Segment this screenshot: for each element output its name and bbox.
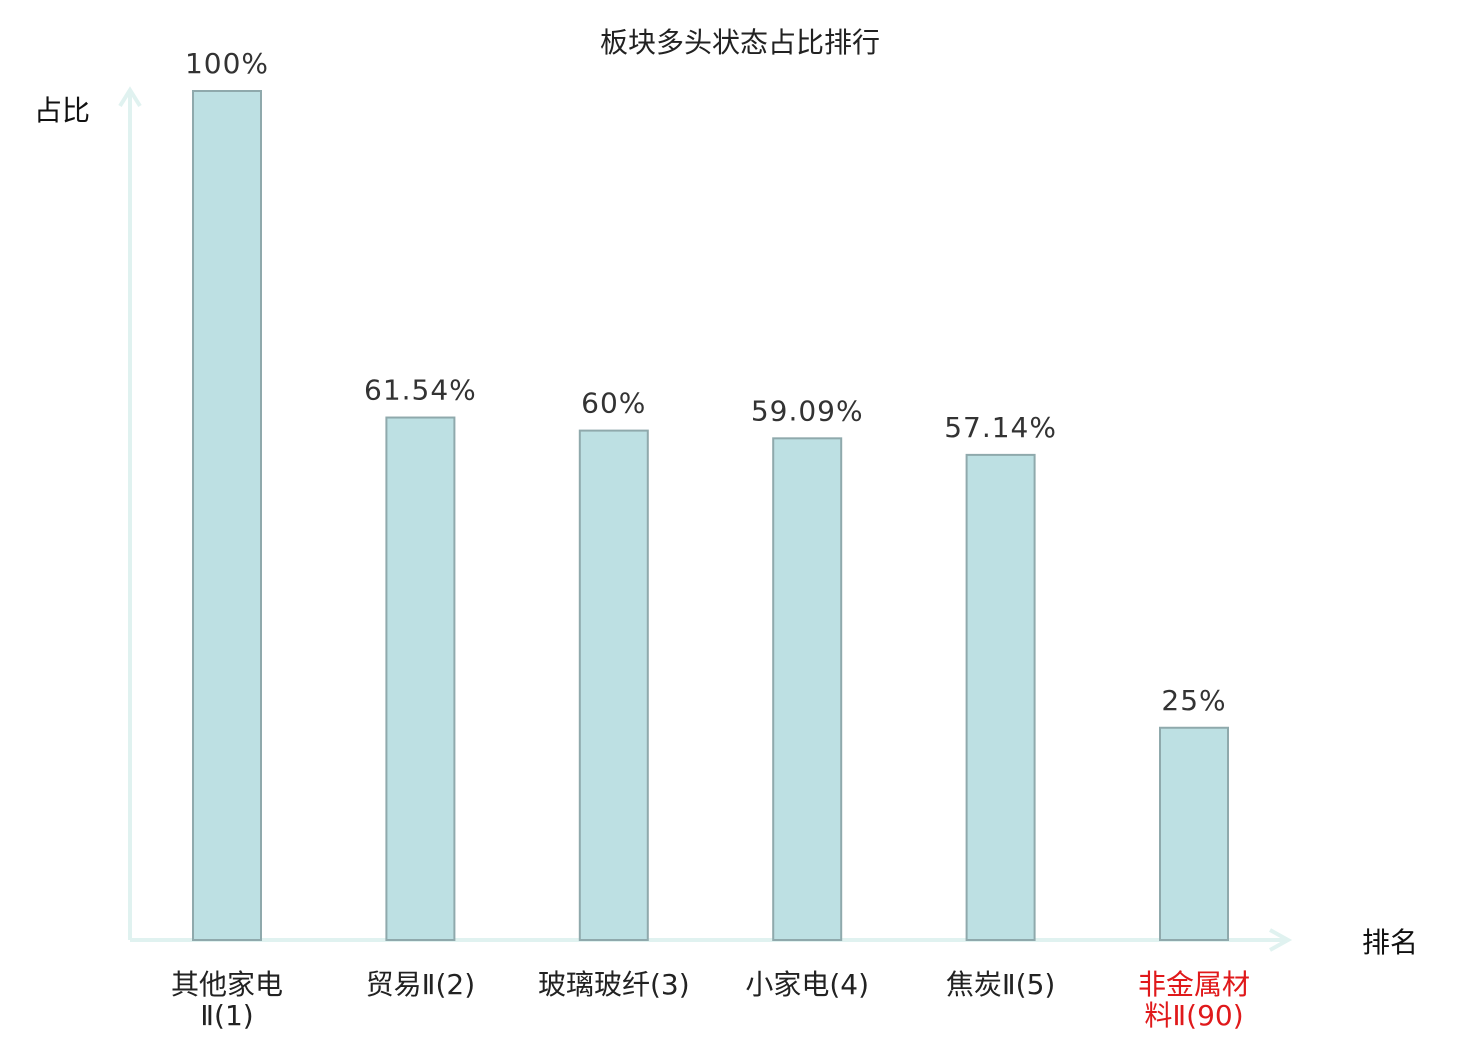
x-axis-arrow-icon: [1269, 928, 1293, 952]
category-label-line: 非金属材: [1138, 968, 1250, 1001]
category-label-line: 贸易Ⅱ(2): [366, 968, 475, 1001]
bar: [965, 453, 1036, 941]
bar-value-label: 60%: [581, 387, 646, 420]
bar-value-label: 100%: [185, 47, 269, 80]
category-label: 玻璃玻纤(3): [538, 968, 690, 1001]
category-label-line: Ⅱ(1): [200, 999, 253, 1032]
bar-value-label: 59.09%: [751, 394, 864, 427]
category-label-line: 焦炭Ⅱ(5): [946, 968, 1055, 1001]
category-label: 贸易Ⅱ(2): [366, 968, 475, 1001]
category-label-line: 料Ⅱ(90): [1144, 999, 1243, 1032]
category-label-line: 小家电(4): [745, 968, 869, 1001]
category-label: 小家电(4): [745, 968, 869, 1001]
y-axis-arrow-icon: [118, 86, 142, 108]
bar: [385, 416, 456, 941]
bar: [192, 90, 262, 941]
category-label: 焦炭Ⅱ(5): [946, 968, 1055, 1001]
x-axis-label: 排名: [1362, 926, 1418, 959]
bar-value-label: 61.54%: [364, 374, 477, 407]
category-label-line: 玻璃玻纤(3): [538, 968, 690, 1001]
bar: [578, 429, 649, 941]
category-label: 其他家电 Ⅱ(1): [171, 968, 283, 1032]
value-labels-group: 100% 61.54% 60% 59.09% 57.14% 25%: [185, 47, 1226, 717]
y-axis-label: 占比: [34, 94, 90, 127]
category-label-line: 其他家电: [171, 968, 283, 1001]
bar-value-label: 25%: [1161, 684, 1226, 717]
bar: [772, 437, 843, 941]
bar-value-label: 57.14%: [944, 411, 1057, 444]
category-label: 非金属材料Ⅱ(90): [1138, 968, 1250, 1032]
category-labels-group: 其他家电 Ⅱ(1) 贸易Ⅱ(2) 玻璃玻纤(3) 小家电(4) 焦炭Ⅱ(5) 非金属材料Ⅱ(…: [171, 968, 1250, 1032]
bars-group: [192, 90, 1229, 941]
bar: [1159, 726, 1229, 941]
chart-title: 板块多头状态占比排行: [600, 26, 880, 59]
